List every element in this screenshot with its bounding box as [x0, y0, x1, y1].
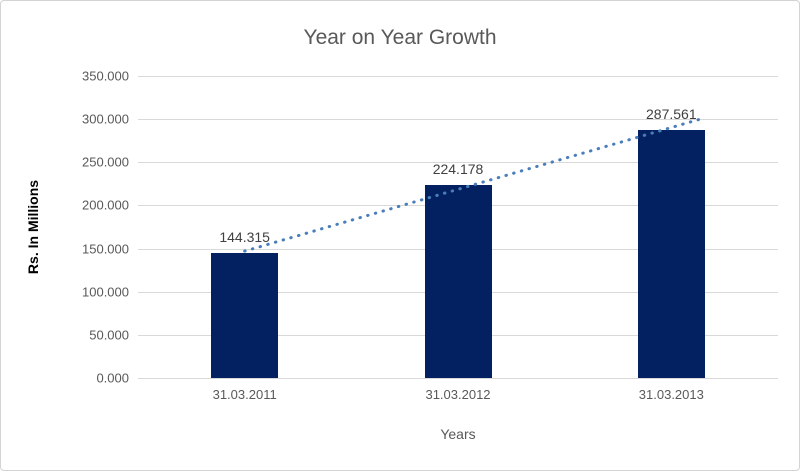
y-tick-label: 150.000 — [82, 241, 129, 257]
y-tick-label: 250.000 — [82, 154, 129, 170]
data-label: 287.561 — [646, 105, 697, 122]
y-tick-label: 50.000 — [89, 327, 129, 343]
y-tick-label: 300.000 — [82, 111, 129, 127]
gridline — [138, 378, 778, 379]
y-tick-label: 0.000 — [96, 370, 129, 386]
y-axis-ticks: 0.000 50.000 100.000 150.000 200.000 250.000 3… — [1, 69, 129, 386]
x-tick-label: 31.03.2013 — [638, 387, 704, 402]
x-axis-title: Years — [440, 426, 476, 442]
x-tick-label: 31.03.2012 — [425, 387, 491, 402]
bar — [211, 253, 279, 378]
y-tick-label: 100.000 — [82, 284, 129, 300]
plot-area: 144.315 224.178 287.561 — [138, 76, 778, 379]
x-axis-ticks: 31.03.2011 31.03.2012 31.03.2013 — [138, 387, 778, 405]
gridline — [138, 76, 778, 77]
data-label: 144.315 — [219, 229, 270, 246]
x-tick-label: 31.03.2011 — [212, 387, 277, 402]
gridline — [138, 119, 778, 121]
bar — [637, 129, 705, 378]
data-label: 224.178 — [432, 160, 484, 177]
chart-title: Year on Year Growth — [303, 26, 497, 49]
y-tick-label: 200.000 — [82, 197, 129, 213]
gridline — [138, 162, 778, 164]
trendline — [243, 116, 707, 253]
y-tick-label: 350.000 — [82, 68, 129, 84]
bar — [424, 184, 492, 378]
